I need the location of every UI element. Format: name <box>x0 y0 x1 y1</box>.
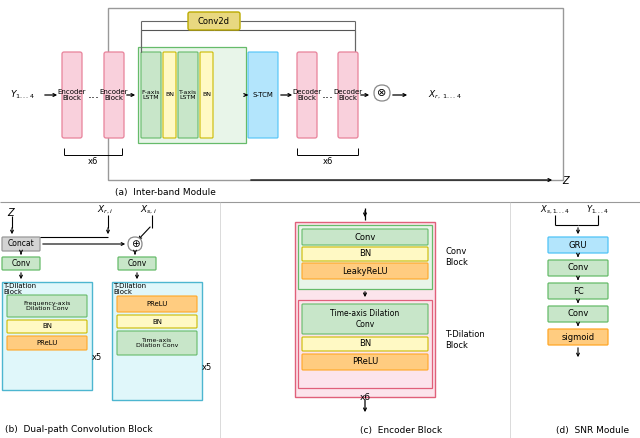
Text: Encoder
Block: Encoder Block <box>100 88 128 102</box>
Text: Conv: Conv <box>355 233 376 241</box>
FancyBboxPatch shape <box>548 260 608 276</box>
FancyBboxPatch shape <box>548 306 608 322</box>
Text: Time-axis Dilation
Conv: Time-axis Dilation Conv <box>330 309 399 328</box>
Text: F-axis
LSTM: F-axis LSTM <box>141 90 160 100</box>
Text: $Y_{1...4}$: $Y_{1...4}$ <box>10 89 35 101</box>
FancyBboxPatch shape <box>141 52 161 138</box>
Text: Frequency-axis
Dilation Conv: Frequency-axis Dilation Conv <box>23 300 70 311</box>
Text: $Y_{1...4}$: $Y_{1...4}$ <box>586 204 610 216</box>
FancyBboxPatch shape <box>302 337 428 351</box>
FancyBboxPatch shape <box>118 257 156 270</box>
Text: sigmoid: sigmoid <box>561 332 595 342</box>
FancyBboxPatch shape <box>178 52 198 138</box>
Text: x6: x6 <box>323 158 333 166</box>
Text: (b)  Dual-path Convolution Block: (b) Dual-path Convolution Block <box>5 425 152 434</box>
Text: BN: BN <box>152 318 162 325</box>
Text: Conv
Block: Conv Block <box>445 247 468 267</box>
Text: Encoder
Block: Encoder Block <box>58 88 86 102</box>
Text: $Z$: $Z$ <box>8 206 17 218</box>
FancyBboxPatch shape <box>7 320 87 333</box>
Text: T-Dilation
Block: T-Dilation Block <box>113 283 146 296</box>
Text: Decoder
Block: Decoder Block <box>292 88 321 102</box>
Text: Conv: Conv <box>12 259 31 268</box>
Text: FC: FC <box>573 286 584 296</box>
Text: (d)  SNR Module: (d) SNR Module <box>556 425 629 434</box>
Text: Time-axis
Dilation Conv: Time-axis Dilation Conv <box>136 338 178 348</box>
Bar <box>2 282 92 390</box>
Text: T-Dilation
Block: T-Dilation Block <box>3 283 36 296</box>
Text: ...: ... <box>88 88 100 102</box>
FancyBboxPatch shape <box>7 336 87 350</box>
FancyBboxPatch shape <box>338 52 358 138</box>
FancyBboxPatch shape <box>117 315 197 328</box>
Text: x6: x6 <box>88 158 98 166</box>
Text: Decoder
Block: Decoder Block <box>333 88 363 102</box>
Text: GRU: GRU <box>569 240 588 250</box>
FancyBboxPatch shape <box>302 263 428 279</box>
Text: (c)  Encoder Block: (c) Encoder Block <box>360 425 442 434</box>
Text: x5: x5 <box>92 353 102 363</box>
Text: Concat: Concat <box>8 240 35 248</box>
Text: PReLU: PReLU <box>36 340 58 346</box>
FancyBboxPatch shape <box>302 354 428 370</box>
Text: (a)  Inter-band Module: (a) Inter-band Module <box>115 188 216 198</box>
FancyBboxPatch shape <box>2 257 40 270</box>
Text: PReLU: PReLU <box>352 357 378 367</box>
Text: $X_{r,\ 1...4}$: $X_{r,\ 1...4}$ <box>428 89 462 101</box>
Text: Conv: Conv <box>567 310 589 318</box>
Text: T-Dilation
Block: T-Dilation Block <box>445 330 484 350</box>
Bar <box>298 300 432 388</box>
FancyBboxPatch shape <box>2 237 40 251</box>
FancyBboxPatch shape <box>188 12 240 30</box>
Text: BN: BN <box>359 339 371 349</box>
Text: x6: x6 <box>360 392 371 402</box>
FancyBboxPatch shape <box>297 52 317 138</box>
Text: ⊕: ⊕ <box>131 239 140 249</box>
Text: $Z$: $Z$ <box>562 174 571 186</box>
FancyBboxPatch shape <box>374 85 390 101</box>
FancyBboxPatch shape <box>163 52 176 138</box>
Text: LeakyReLU: LeakyReLU <box>342 266 388 276</box>
Bar <box>112 282 202 400</box>
FancyBboxPatch shape <box>62 52 82 138</box>
Bar <box>298 225 432 289</box>
Bar <box>138 47 246 143</box>
FancyBboxPatch shape <box>248 52 278 138</box>
FancyBboxPatch shape <box>302 229 428 245</box>
FancyBboxPatch shape <box>104 52 124 138</box>
FancyBboxPatch shape <box>302 304 428 334</box>
Text: PReLU: PReLU <box>147 301 168 307</box>
FancyBboxPatch shape <box>117 331 197 355</box>
Text: Conv: Conv <box>567 264 589 272</box>
Bar <box>108 8 563 180</box>
Text: T-axis
LSTM: T-axis LSTM <box>179 90 197 100</box>
Text: $X_{s,1...4}$: $X_{s,1...4}$ <box>540 204 570 216</box>
Bar <box>295 222 435 397</box>
FancyBboxPatch shape <box>7 295 87 317</box>
FancyBboxPatch shape <box>200 52 213 138</box>
Text: ...: ... <box>322 88 334 102</box>
FancyBboxPatch shape <box>302 247 428 261</box>
Text: BN: BN <box>359 250 371 258</box>
Text: Conv: Conv <box>127 259 147 268</box>
Text: BN: BN <box>202 92 211 98</box>
FancyBboxPatch shape <box>548 329 608 345</box>
FancyBboxPatch shape <box>117 296 197 312</box>
Text: S-TCM: S-TCM <box>253 92 273 98</box>
FancyBboxPatch shape <box>548 283 608 299</box>
Text: BN: BN <box>42 324 52 329</box>
Text: $X_{r,i}$: $X_{r,i}$ <box>97 204 113 216</box>
Text: Conv2d: Conv2d <box>198 17 230 25</box>
Text: x5: x5 <box>202 364 212 372</box>
Text: $X_{s,i}$: $X_{s,i}$ <box>140 204 156 216</box>
Text: BN: BN <box>165 92 174 98</box>
FancyBboxPatch shape <box>128 237 142 251</box>
Text: ⊗: ⊗ <box>378 88 387 98</box>
FancyBboxPatch shape <box>548 237 608 253</box>
